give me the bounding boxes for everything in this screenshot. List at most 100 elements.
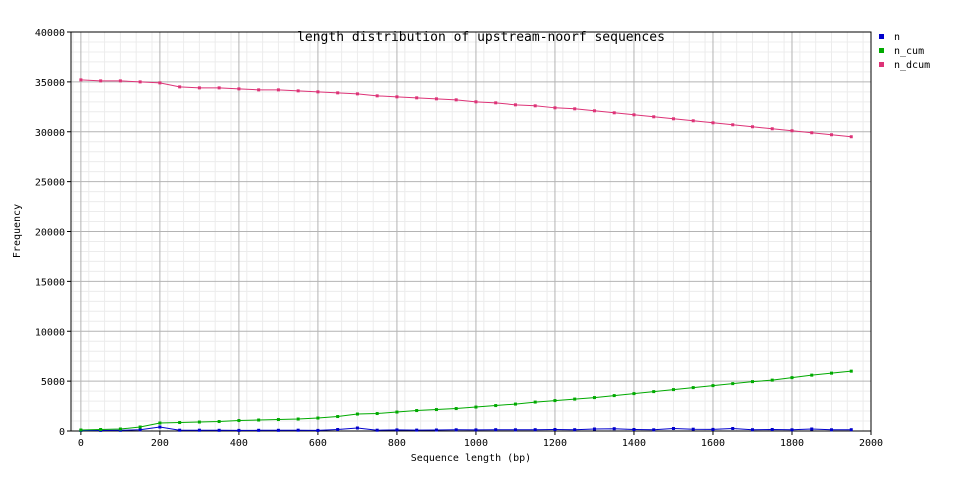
data-point bbox=[770, 378, 774, 382]
y-tick-label: 0 bbox=[59, 427, 65, 438]
data-point bbox=[711, 384, 715, 388]
data-point bbox=[652, 428, 656, 432]
y-tick-label: 25000 bbox=[35, 178, 65, 189]
data-point bbox=[829, 133, 833, 137]
data-point bbox=[849, 135, 853, 139]
legend-label: n_cum bbox=[894, 46, 924, 57]
data-point bbox=[336, 91, 340, 95]
data-point bbox=[118, 79, 122, 83]
data-point bbox=[237, 428, 241, 432]
data-point bbox=[316, 416, 320, 420]
data-point bbox=[276, 428, 280, 432]
data-point bbox=[691, 427, 695, 431]
data-point bbox=[99, 428, 103, 432]
data-point bbox=[750, 380, 754, 384]
data-point bbox=[770, 127, 774, 131]
data-point bbox=[810, 427, 814, 431]
data-point bbox=[99, 79, 103, 83]
data-point bbox=[533, 104, 537, 108]
legend-item: n_dcum bbox=[879, 60, 930, 71]
legend: n n_cum n_dcum bbox=[879, 32, 930, 71]
data-point bbox=[592, 427, 596, 431]
x-tick-label: 800 bbox=[388, 438, 406, 449]
x-tick-label: 200 bbox=[151, 438, 169, 449]
data-point bbox=[355, 412, 359, 416]
y-tick-label: 40000 bbox=[35, 28, 65, 39]
x-axis: 0 200 400 600 800 1000 1200 1400 1600 1800 2000 bbox=[78, 431, 883, 449]
series-layer bbox=[79, 78, 853, 433]
data-point bbox=[415, 409, 419, 413]
data-point bbox=[197, 428, 201, 432]
data-point bbox=[178, 85, 182, 89]
data-point bbox=[118, 427, 122, 431]
data-point bbox=[652, 390, 656, 394]
data-point bbox=[217, 86, 221, 90]
series-line bbox=[80, 426, 852, 431]
data-point bbox=[434, 408, 438, 412]
data-point bbox=[276, 88, 280, 92]
data-point bbox=[355, 426, 359, 430]
data-point bbox=[770, 428, 774, 432]
data-point bbox=[790, 376, 794, 380]
data-point bbox=[79, 78, 83, 82]
data-point bbox=[592, 396, 596, 400]
series-line bbox=[80, 370, 852, 431]
data-point bbox=[138, 80, 142, 84]
data-point bbox=[434, 428, 438, 432]
data-point bbox=[513, 103, 517, 107]
data-point bbox=[671, 427, 675, 431]
data-point bbox=[750, 428, 754, 432]
data-point bbox=[711, 427, 715, 431]
data-point bbox=[671, 117, 675, 121]
data-point bbox=[553, 106, 557, 110]
chart-title: length distribution of upstream-noorf se… bbox=[297, 30, 665, 45]
data-point bbox=[336, 415, 340, 419]
data-point bbox=[810, 373, 814, 377]
legend-label: n_dcum bbox=[894, 60, 930, 71]
series-n-cum bbox=[79, 369, 853, 432]
data-point bbox=[434, 97, 438, 101]
data-point bbox=[829, 428, 833, 432]
y-axis: 0 5000 10000 15000 20000 25000 30000 35000 40000 bbox=[35, 28, 71, 438]
data-point bbox=[553, 428, 557, 432]
y-tick-label: 30000 bbox=[35, 128, 65, 139]
legend-marker bbox=[879, 48, 884, 53]
data-point bbox=[178, 421, 182, 425]
legend-marker bbox=[879, 34, 884, 39]
data-point bbox=[158, 425, 162, 429]
data-point bbox=[217, 420, 221, 424]
data-point bbox=[474, 100, 478, 104]
legend-marker bbox=[879, 62, 884, 67]
x-tick-label: 1600 bbox=[701, 438, 725, 449]
y-tick-label: 15000 bbox=[35, 277, 65, 288]
data-point bbox=[513, 402, 517, 406]
data-point bbox=[849, 369, 853, 373]
data-point bbox=[711, 121, 715, 125]
data-point bbox=[731, 427, 735, 431]
data-point bbox=[217, 428, 221, 432]
data-point bbox=[849, 428, 853, 432]
data-point bbox=[276, 418, 280, 422]
data-point bbox=[395, 428, 399, 432]
data-point bbox=[829, 371, 833, 375]
data-point bbox=[790, 129, 794, 133]
x-tick-label: 1800 bbox=[780, 438, 804, 449]
data-point bbox=[494, 101, 498, 105]
x-tick-label: 1200 bbox=[543, 438, 567, 449]
data-point bbox=[632, 113, 636, 117]
data-point bbox=[454, 428, 458, 432]
series-line bbox=[80, 79, 852, 138]
data-point bbox=[296, 89, 300, 93]
data-point bbox=[533, 400, 537, 404]
x-tick-label: 1400 bbox=[622, 438, 646, 449]
data-point bbox=[691, 386, 695, 390]
x-tick-label: 600 bbox=[309, 438, 327, 449]
data-point bbox=[158, 421, 162, 425]
data-point bbox=[731, 382, 735, 386]
data-point bbox=[375, 428, 379, 432]
data-point bbox=[474, 405, 478, 409]
data-point bbox=[533, 428, 537, 432]
data-point bbox=[336, 428, 340, 432]
data-point bbox=[810, 131, 814, 135]
data-point bbox=[257, 428, 261, 432]
